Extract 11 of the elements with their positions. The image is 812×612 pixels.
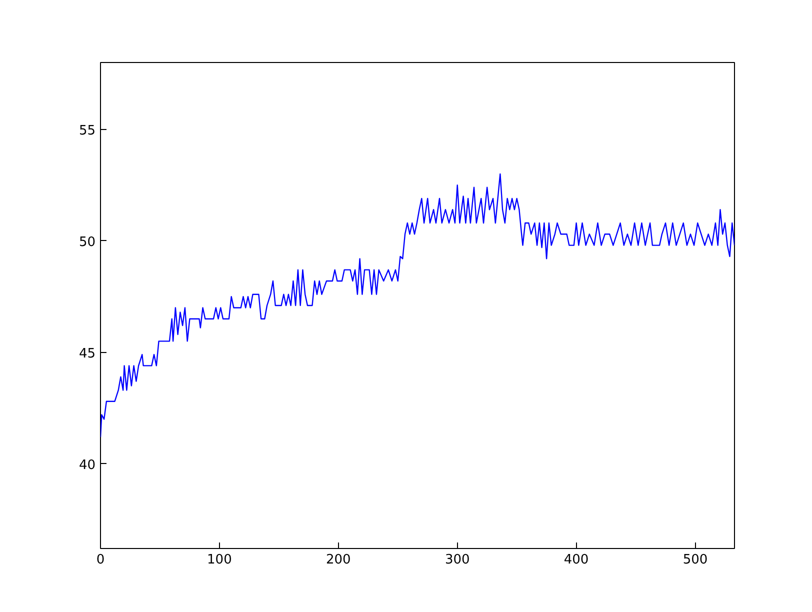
x-tick-label: 500 (682, 552, 708, 568)
y-tick-label: 40 (78, 458, 96, 473)
y-tick-label: 50 (78, 234, 96, 250)
x-tick-label: 200 (326, 552, 351, 568)
line-series (100, 173, 734, 438)
x-tick-label: 300 (444, 552, 470, 568)
y-tick-label: 55 (78, 123, 96, 138)
y-tick-label: 45 (78, 346, 96, 362)
x-tick-label: 0 (96, 552, 105, 568)
x-tick-label: 100 (207, 552, 232, 568)
x-tick-label: 400 (564, 552, 589, 568)
